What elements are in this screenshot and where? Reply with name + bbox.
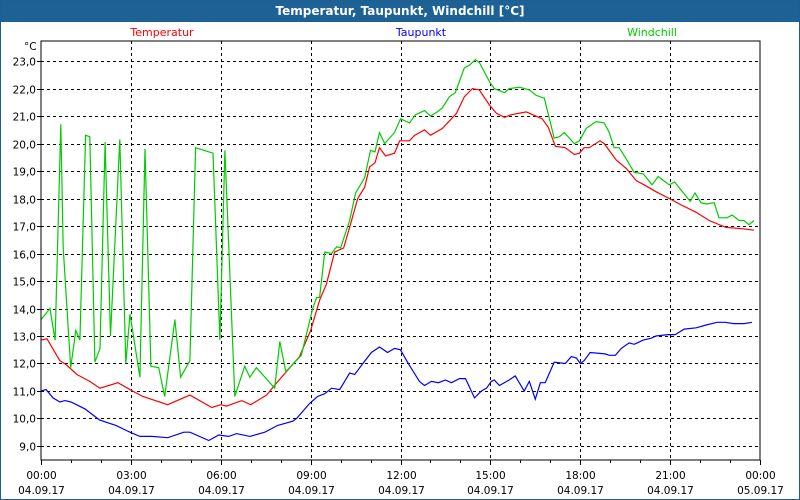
window-title: Temperatur, Taupunkt, Windchill [°C] [1,1,799,22]
series-line-taupunkt [40,321,752,442]
y-tick-label: 23,0 [13,57,36,69]
y-tick-label: 18,0 [13,195,36,207]
y-tick-label: 21,0 [13,112,36,124]
x-tick-label-date: 04.09.17 [378,485,425,497]
y-tick-label: 19,0 [13,167,36,179]
x-tick-label-date: 04.09.17 [467,485,514,497]
x-tick-label-time: 00:00 [745,470,775,482]
grid [41,41,760,460]
y-tick-label: 9,0 [19,442,36,454]
x-tick-label-date: 04.09.17 [198,485,245,497]
x-tick-label-date: 04.09.17 [18,485,65,497]
y-tick-label: 13,0 [13,332,36,344]
legend-windchill: Windchill [627,26,677,39]
x-tick-label-time: 21:00 [655,470,685,482]
axes: 9,0 10,0 11,0 12,0 13,0 14,0 15,0 16,0 17,0 18,0 1… [13,57,784,498]
x-tick-label-time: 09:00 [296,470,326,482]
y-tick-label: 14,0 [13,305,36,317]
series-line-temperatur [40,87,755,409]
y-tick-label: 11,0 [13,387,36,399]
x-tick-label-date: 04.09.17 [288,485,335,497]
x-tick-label-time: 00:00 [26,470,56,482]
y-tick-label: 17,0 [13,222,36,234]
series-line-windchill [40,58,755,397]
x-tick-label-time: 12:00 [386,470,416,482]
legend-taupunkt: Taupunkt [395,26,447,39]
x-tick-label-time: 06:00 [206,470,236,482]
y-axis-unit: °C [24,41,37,53]
series-lines [40,58,755,442]
x-tick-label-date: 04.09.17 [557,485,604,497]
x-tick-label-date: 04.09.17 [108,485,155,497]
x-tick-label-time: 03:00 [116,470,146,482]
y-tick-label: 12,0 [13,359,36,371]
x-tick-label-time: 18:00 [565,470,595,482]
y-tick-label: 16,0 [13,250,36,262]
x-tick-label-date: 05.09.17 [737,485,784,497]
y-tick-label: 22,0 [13,85,36,97]
legend-temperatur: Temperatur [129,26,194,39]
x-tick-label-time: 15:00 [475,470,505,482]
y-tick-label: 20,0 [13,140,36,152]
plot-frame [40,40,761,461]
y-tick-label: 10,0 [13,414,36,426]
y-tick-label: 15,0 [13,277,36,289]
x-tick-label-date: 04.09.17 [647,485,694,497]
